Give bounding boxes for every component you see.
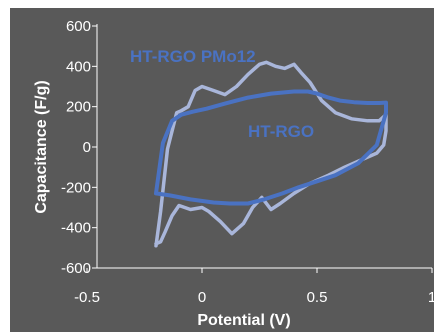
y-axis-title: Capacitance (F/g) — [33, 80, 50, 213]
series-label-ht-rgo-pmo12: HT-RGO PMo12 — [130, 47, 256, 66]
y-tick-label: -600 — [61, 260, 91, 277]
x-tick-label: 0 — [198, 289, 206, 306]
y-tick-label: -400 — [61, 220, 91, 237]
x-tick-label: 0.5 — [307, 289, 328, 306]
y-tick-label: 600 — [66, 18, 91, 35]
plot-background — [10, 8, 434, 332]
y-tick-label: 400 — [66, 58, 91, 75]
y-tick-label: 0 — [83, 139, 91, 156]
axes-layer: -600 -400 -200 0 200 400 600 -0.5 0 0.5 1 — [61, 18, 434, 306]
x-tick-label: 1 — [428, 289, 434, 306]
series-layer — [154, 60, 388, 248]
x-tick-label: -0.5 — [74, 289, 100, 306]
y-tick-label: -200 — [61, 179, 91, 196]
series-line-ht-rgo — [154, 89, 388, 206]
series-label-ht-rgo: HT-RGO — [248, 122, 314, 141]
y-tick-label: 200 — [66, 99, 91, 116]
x-axis-title: Potential (V) — [197, 312, 290, 329]
